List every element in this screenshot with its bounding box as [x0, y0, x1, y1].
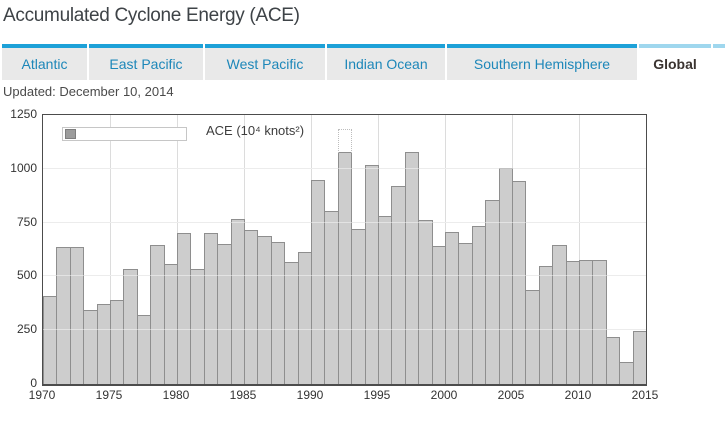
bar-2005[interactable]: [512, 180, 527, 384]
y-gridline-overlay-750: [43, 221, 646, 223]
bar-1982[interactable]: [203, 233, 219, 384]
bar-2009[interactable]: [565, 261, 580, 384]
x-tick-label-1970: 1970: [28, 388, 56, 402]
bar-1970[interactable]: [43, 295, 58, 384]
bar-1991[interactable]: [324, 210, 339, 384]
x-gridline-1975: [110, 115, 111, 384]
chart-plot-frame: ACE (10⁴ knots²): [42, 114, 647, 386]
bar-1985[interactable]: [244, 230, 259, 384]
bar-2011[interactable]: [592, 260, 607, 384]
bar-1980[interactable]: [177, 233, 192, 384]
bar-1981[interactable]: [190, 268, 205, 384]
plot-area: ACE (10⁴ knots²): [43, 115, 646, 384]
bar-1990[interactable]: [311, 179, 326, 384]
bar-2001[interactable]: [458, 243, 473, 384]
y-tick-label-750: 750: [16, 214, 37, 229]
bar-2012[interactable]: [605, 336, 621, 384]
x-tick-label-1985: 1985: [229, 388, 257, 402]
bar-2000[interactable]: [445, 232, 460, 384]
bar-1986[interactable]: [257, 235, 272, 384]
bar-1971[interactable]: [56, 247, 71, 384]
tab-east-pacific[interactable]: East Pacific: [89, 44, 203, 80]
dotted-projection-1992: [337, 128, 353, 153]
y-tick-label-0: 0: [30, 376, 37, 390]
bar-2007[interactable]: [538, 265, 554, 384]
bar-2006[interactable]: [525, 290, 540, 384]
bar-1996[interactable]: [391, 186, 406, 384]
basin-tab-bar: Atlantic East Pacific West Pacific India…: [2, 44, 725, 80]
x-tick-label-2005: 2005: [497, 388, 525, 402]
tab-global[interactable]: Global: [639, 44, 711, 80]
x-gridline-2010: [579, 115, 580, 384]
bar-1999[interactable]: [431, 246, 446, 384]
legend-label: ACE (10⁴ knots²): [206, 123, 305, 138]
bar-1975[interactable]: [110, 300, 125, 384]
bar-1993[interactable]: [351, 229, 366, 384]
legend-swatch-icon: [65, 129, 76, 139]
bar-1998[interactable]: [418, 220, 433, 384]
bar-1989[interactable]: [297, 251, 312, 384]
bar-1995[interactable]: [378, 216, 393, 384]
bar-1988[interactable]: [284, 262, 299, 384]
bar-1983[interactable]: [217, 244, 232, 384]
legend-box: [62, 127, 187, 141]
bar-2003[interactable]: [485, 200, 500, 384]
bar-1994[interactable]: [364, 164, 379, 384]
x-tick-label-1975: 1975: [95, 388, 123, 402]
x-tick-label-1980: 1980: [162, 388, 190, 402]
bar-2010[interactable]: [579, 260, 594, 384]
x-tick-label-2010: 2010: [564, 388, 592, 402]
x-tick-label-2015: 2015: [631, 388, 659, 402]
tab-indian-ocean[interactable]: Indian Ocean: [327, 44, 445, 80]
bar-2002[interactable]: [471, 225, 487, 384]
bar-1972[interactable]: [69, 247, 85, 384]
x-tick-label-1995: 1995: [363, 388, 391, 402]
bar-2008[interactable]: [552, 245, 567, 384]
y-gridline-overlay-250: [43, 329, 646, 331]
x-tick-label-1990: 1990: [296, 388, 324, 402]
tab-west-pacific[interactable]: West Pacific: [205, 44, 325, 80]
tab-southern-hemisphere[interactable]: Southern Hemisphere: [447, 44, 637, 80]
y-tick-label-500: 500: [16, 268, 37, 283]
bar-1973[interactable]: [83, 309, 98, 384]
tab-atlantic[interactable]: Atlantic: [2, 44, 87, 80]
bar-1992[interactable]: [337, 151, 353, 384]
y-gridline-overlay-500: [43, 275, 646, 277]
bar-1997[interactable]: [404, 151, 420, 384]
bar-1974[interactable]: [96, 304, 111, 384]
bar-1977[interactable]: [136, 315, 152, 384]
bar-2013[interactable]: [619, 362, 634, 384]
bar-2014[interactable]: [632, 331, 646, 384]
x-tick-label-2000: 2000: [430, 388, 458, 402]
bar-1984[interactable]: [230, 219, 245, 384]
page-title: Accumulated Cyclone Energy (ACE): [3, 5, 300, 26]
y-tick-label-250: 250: [16, 322, 37, 337]
updated-timestamp: Updated: December 10, 2014: [3, 84, 174, 99]
bar-1987[interactable]: [270, 241, 286, 384]
bar-1976[interactable]: [123, 268, 138, 384]
y-tick-label-1000: 1000: [10, 160, 37, 175]
y-gridline-overlay-1000: [43, 167, 646, 169]
y-tick-label-1250: 1250: [10, 107, 37, 121]
tab-bar-filler: [713, 44, 725, 80]
bar-1979[interactable]: [163, 263, 178, 384]
bar-1978[interactable]: [150, 245, 165, 384]
